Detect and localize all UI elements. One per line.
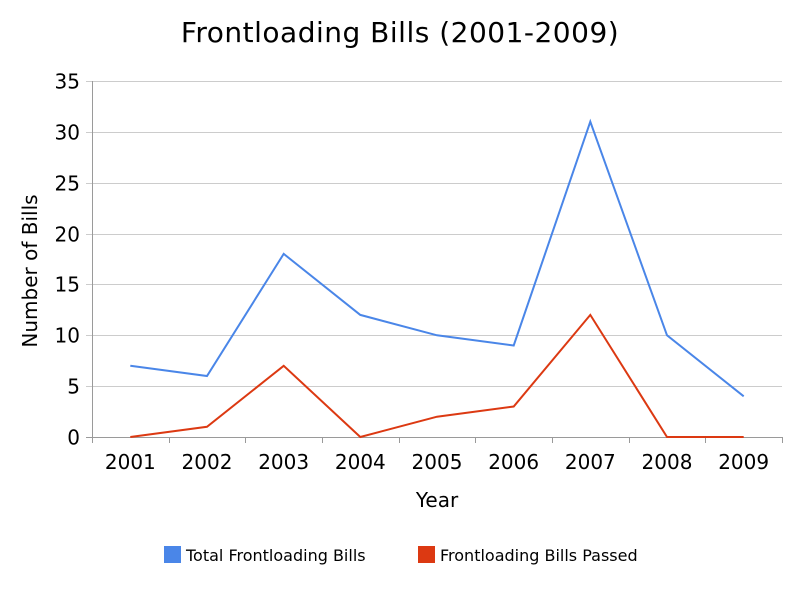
- y-tick-label: 20: [55, 223, 80, 247]
- axes: [86, 81, 782, 443]
- series-line-passed: [130, 313, 744, 439]
- legend-swatch-passed: [418, 546, 435, 563]
- x-tick-label: 2007: [565, 450, 616, 474]
- y-tick-label: 10: [55, 324, 80, 348]
- x-tick-label: 2001: [105, 450, 156, 474]
- y-tick-label: 30: [55, 121, 80, 145]
- x-tick-label: 2006: [488, 450, 539, 474]
- x-tick-label: 2003: [258, 450, 309, 474]
- x-axis-title: Year: [415, 488, 459, 512]
- y-tick-label: 35: [55, 70, 80, 94]
- x-tick-label: 2009: [718, 450, 769, 474]
- x-tick-label: 2005: [412, 450, 463, 474]
- legend-label-total: Total Frontloading Bills: [185, 546, 366, 565]
- legend-swatch-total: [164, 546, 181, 563]
- y-tick-label: 0: [67, 426, 80, 450]
- legend-label-passed: Frontloading Bills Passed: [440, 546, 638, 565]
- x-tick-label: 2002: [182, 450, 233, 474]
- y-tick-label: 5: [67, 375, 80, 399]
- series-lines: [130, 118, 745, 439]
- y-tick-label: 15: [55, 273, 80, 297]
- gridlines: [86, 81, 782, 387]
- x-tick-labels: 2001 2002 2003 2004 2005 2006 2007 2008 2009: [92, 437, 783, 474]
- x-tick-label: 2004: [335, 450, 386, 474]
- x-tick-label: 2008: [642, 450, 693, 474]
- series-line-total: [130, 118, 745, 398]
- y-tick-label: 25: [55, 172, 80, 196]
- y-tick-labels: 0 5 10 15 20 25 30 35: [55, 70, 80, 450]
- y-axis-title: Number of Bills: [18, 194, 42, 347]
- legend: Total Frontloading Bills Frontloading Bi…: [164, 546, 638, 565]
- chart-title: Frontloading Bills (2001-2009): [180, 16, 620, 49]
